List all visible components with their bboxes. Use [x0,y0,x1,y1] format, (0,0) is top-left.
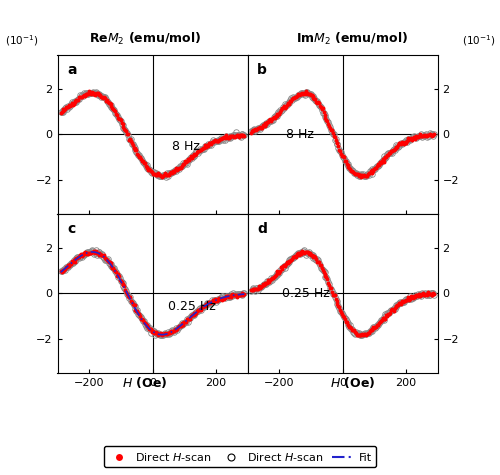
Text: $\mathit{H}$ (Oe): $\mathit{H}$ (Oe) [330,375,375,390]
Text: (10$^{-1}$): (10$^{-1}$) [5,33,38,48]
Text: a: a [67,63,76,76]
Text: 8 Hz: 8 Hz [286,128,314,141]
Text: d: d [257,222,267,236]
Text: (10$^{-1}$): (10$^{-1}$) [462,33,495,48]
Legend: Direct $\mathit{H}$-scan, Direct $\mathit{H}$-scan, Fit: Direct $\mathit{H}$-scan, Direct $\mathi… [104,446,376,467]
Text: c: c [67,222,75,236]
Text: b: b [257,63,267,76]
Text: 8 Hz: 8 Hz [172,141,200,153]
Text: $\mathit{H}$ (Oe): $\mathit{H}$ (Oe) [122,375,168,390]
Text: 0.25 Hz: 0.25 Hz [282,287,330,300]
Text: 0.25 Hz: 0.25 Hz [168,300,216,313]
Text: Im$\mathit{M}_2$ (emu/mol): Im$\mathit{M}_2$ (emu/mol) [296,31,408,48]
Text: Re$\mathit{M}_2$ (emu/mol): Re$\mathit{M}_2$ (emu/mol) [89,31,201,48]
